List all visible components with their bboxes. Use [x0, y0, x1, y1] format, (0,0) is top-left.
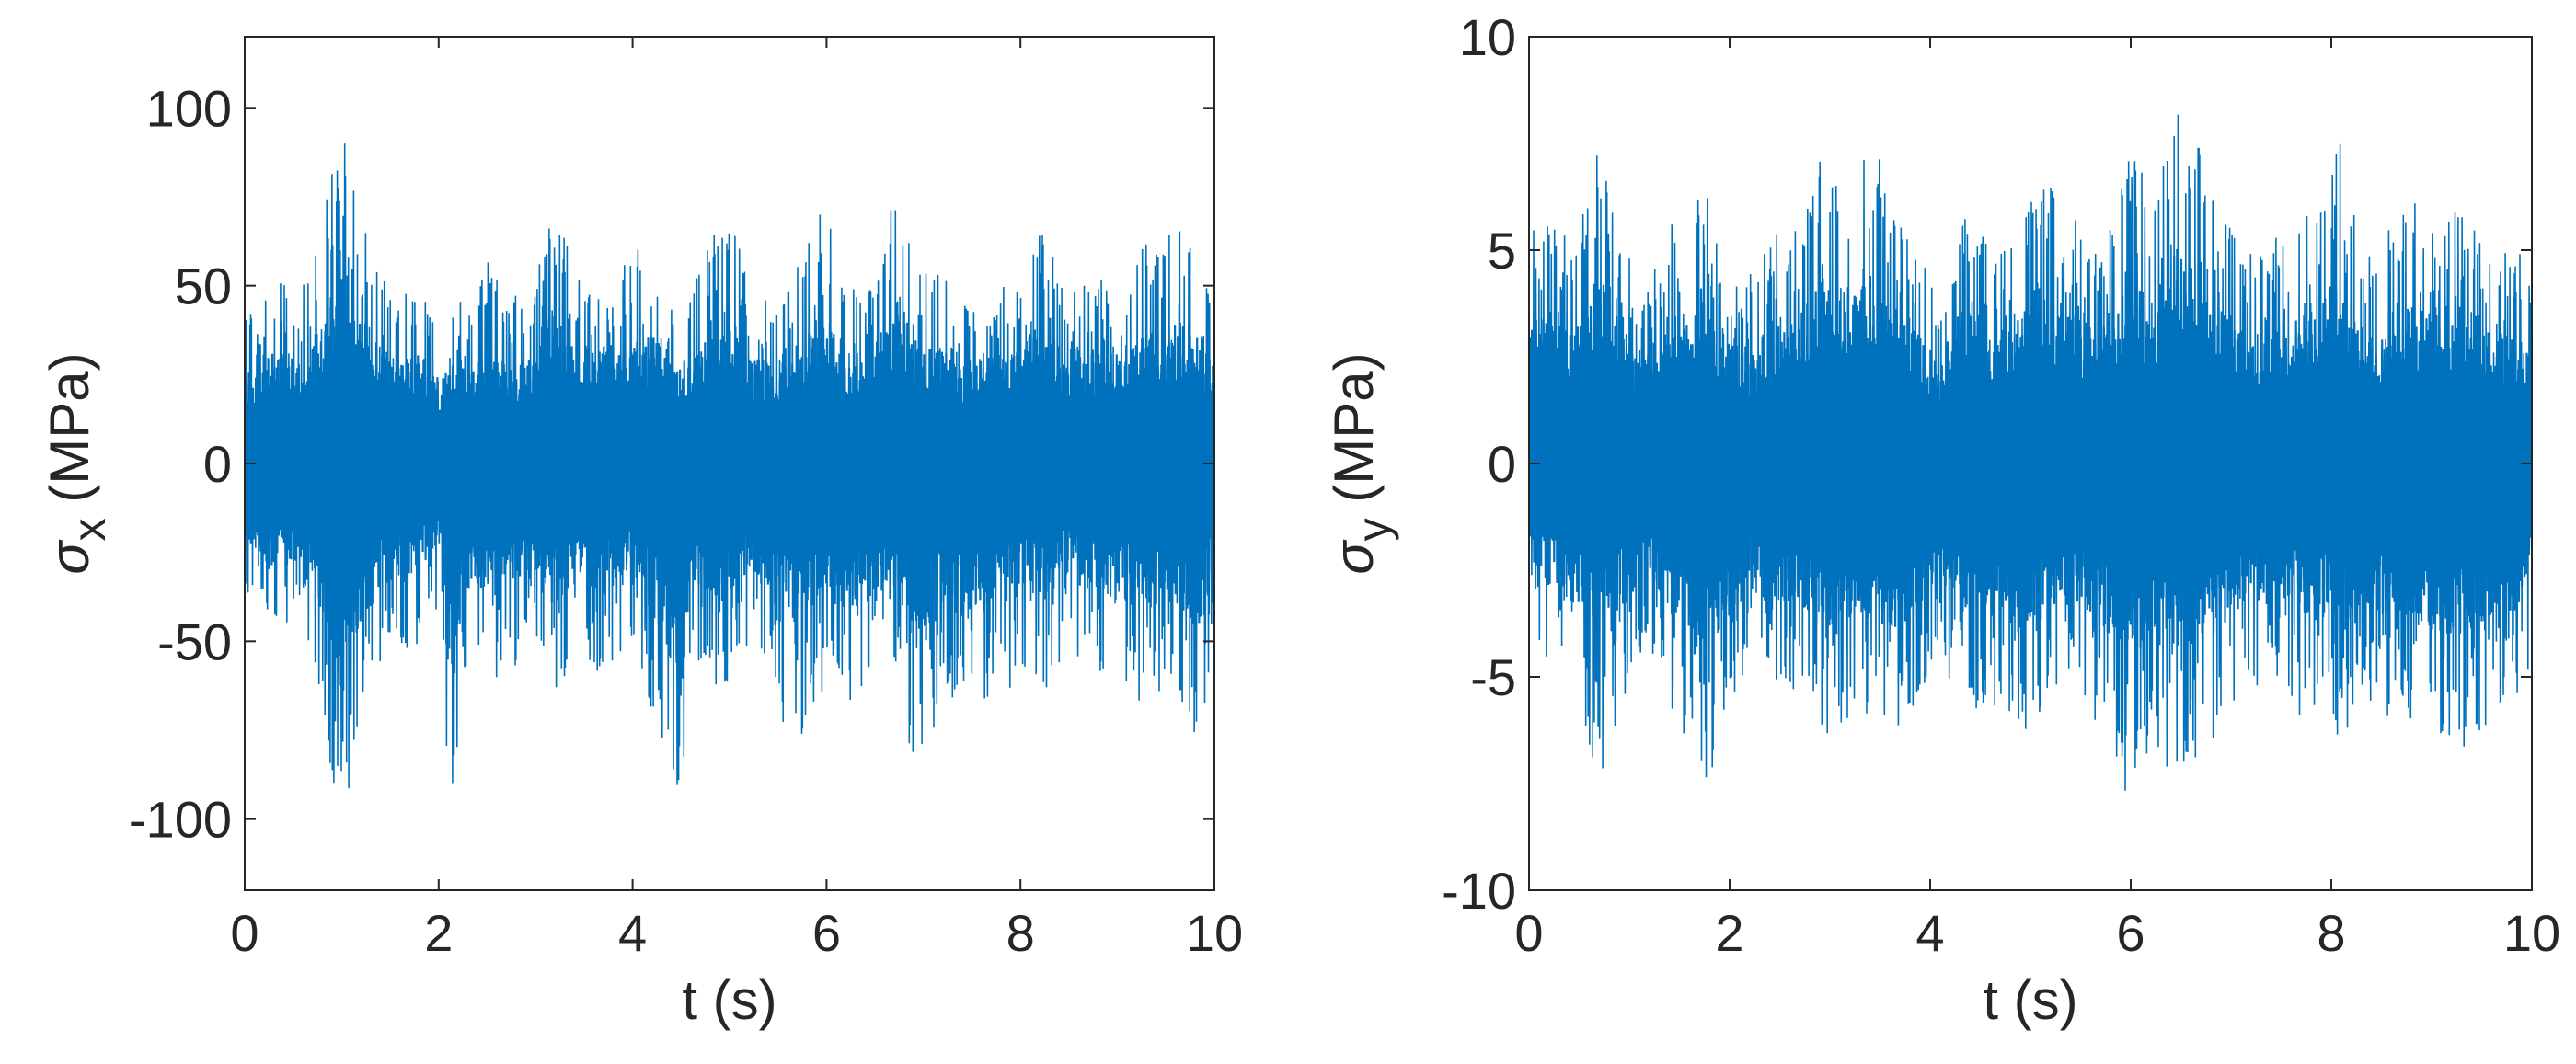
y-axis-unit: (MPa): [1323, 352, 1385, 518]
y-tick-label: 0: [203, 435, 232, 493]
y-tick-label: 0: [1488, 435, 1516, 493]
y-axis-symbol: σ: [1323, 539, 1385, 575]
x-axis-label: t (s): [1983, 969, 2077, 1031]
x-tick-label: 8: [2317, 904, 2345, 962]
y-axis-subscript: x: [63, 518, 115, 541]
x-tick-label: 10: [1186, 904, 1243, 962]
y-axis-subscript: y: [1348, 518, 1399, 541]
x-tick-label: 6: [812, 904, 841, 962]
x-tick-label: 2: [424, 904, 453, 962]
y-tick-label: 50: [175, 257, 232, 315]
y-tick-label: 10: [1459, 8, 1516, 66]
chart-panel-2: 0 2 4 6 8 10 -10 -5 0 5 10 t (s) σy (MPa): [1323, 8, 2560, 1031]
x-tick-label: 8: [1006, 904, 1035, 962]
signal-core: [245, 275, 1214, 665]
signal-core: [1529, 246, 2532, 655]
y-tick-label: -100: [129, 791, 232, 849]
x-tick-label: 2: [1715, 904, 1743, 962]
chart-panel-1: 0 2 4 6 8 10 -100 -50 0 50 100 t (s) σx (MPa): [39, 36, 1243, 1031]
y-axis-label: σy (MPa): [1323, 352, 1399, 574]
y-tick-label: -50: [157, 612, 232, 670]
x-tick-label: 4: [618, 904, 647, 962]
x-tick-label: 0: [1514, 904, 1543, 962]
x-tick-label: 6: [2116, 904, 2145, 962]
y-tick-label: -10: [1442, 862, 1516, 920]
y-axis-symbol: σ: [39, 539, 100, 575]
x-axis-label: t (s): [682, 969, 776, 1031]
x-tick-label: 10: [2503, 904, 2560, 962]
y-tick-label: 5: [1488, 222, 1516, 280]
y-tick-label: -5: [1470, 648, 1516, 706]
y-tick-label: 100: [146, 79, 232, 137]
x-tick-label: 0: [230, 904, 259, 962]
x-tick-label: 4: [1915, 904, 1944, 962]
y-axis-label: σx (MPa): [39, 352, 115, 574]
y-axis-unit: (MPa): [39, 352, 100, 518]
